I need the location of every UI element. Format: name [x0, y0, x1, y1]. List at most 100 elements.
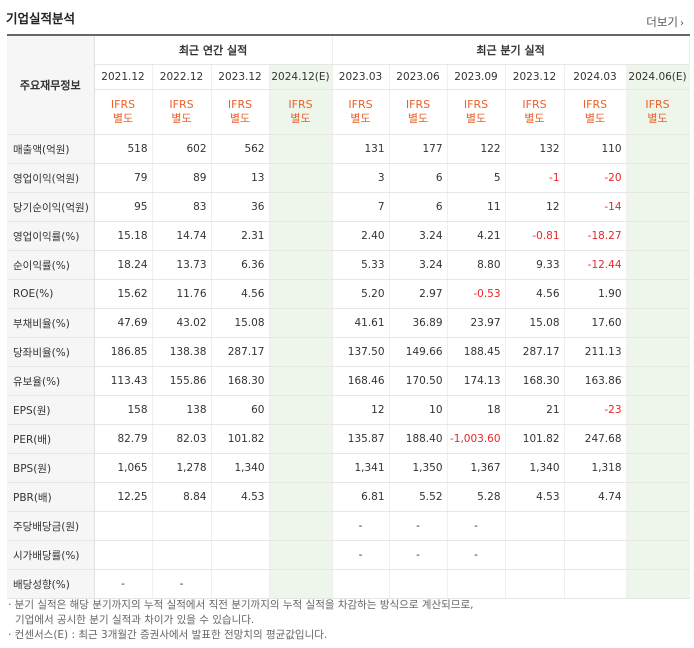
table-cell: [269, 569, 333, 599]
table-cell: 13: [211, 163, 270, 193]
table-cell: -: [447, 511, 506, 541]
basis-label: IFRS 별도: [626, 89, 690, 135]
table-cell: 15.08: [505, 308, 565, 338]
financial-table: 주요재무정보 최근 연간 실적 최근 분기 실적 2021.12 2022.12 2023…: [7, 34, 690, 599]
group-quarterly: 최근 분기 실적: [331, 34, 690, 65]
basis-ifrs: IFRS: [582, 98, 608, 111]
table-cell: [211, 540, 270, 570]
table-cell: 47.69: [94, 308, 153, 338]
table-cell: 188.40: [389, 424, 448, 454]
table-cell: [626, 163, 690, 193]
basis-ifrs: IFRS: [110, 98, 136, 111]
basis-separate: 별도: [171, 112, 192, 125]
table-row: PER(배) 82.79 82.03 101.82 135.87 188.40 -1,003…: [7, 424, 690, 454]
table-cell: 4.56: [211, 279, 270, 309]
table-cell: 186.85: [94, 337, 153, 367]
table-cell: 15.18: [94, 221, 153, 251]
table-row: 당좌비율(%) 186.85 138.38 287.17 137.50 149.66 188…: [7, 337, 690, 367]
table-row: 영업이익(억원) 79 89 13 3 6 5 -1 -20: [7, 163, 690, 193]
table-cell: 1,065: [94, 453, 153, 483]
table-cell: [626, 366, 690, 396]
row-label: BPS(원): [7, 453, 95, 483]
table-cell: -12.44: [564, 250, 627, 280]
table-row: 주당배당금(원) - - -: [7, 511, 690, 541]
table-cell: 1,367: [447, 453, 506, 483]
table-cell: [269, 163, 333, 193]
table-cell: 2.31: [211, 221, 270, 251]
table-cell: 6.36: [211, 250, 270, 280]
row-label: ROE(%): [7, 279, 95, 309]
table-cell: 13.73: [152, 250, 212, 280]
table-cell: 3.24: [389, 250, 448, 280]
row-label: 부채비율(%): [7, 308, 95, 338]
table-cell: 110: [564, 134, 627, 164]
table-cell: [626, 134, 690, 164]
basis-ifrs: IFRS: [169, 98, 194, 111]
table-cell: 36: [211, 192, 270, 222]
table-cell: 1,318: [564, 453, 627, 483]
table-cell: 8.84: [152, 482, 212, 512]
table-cell: -: [389, 540, 448, 570]
table-cell: -: [331, 511, 390, 541]
table-cell: 138.38: [152, 337, 212, 367]
row-label: 당좌비율(%): [7, 337, 95, 367]
section-title: 기업실적분석: [6, 11, 76, 26]
table-cell: 137.50: [331, 337, 390, 367]
table-cell: [211, 569, 270, 599]
table-cell: 4.53: [211, 482, 270, 512]
table-row: EPS(원) 158 138 60 12 10 18 21 -23: [7, 395, 690, 425]
table-cell: 5.28: [447, 482, 506, 512]
table-row: 부채비율(%) 47.69 43.02 15.08 41.61 36.89 23.97 15.…: [7, 308, 690, 338]
row-label: 시가배당률(%): [7, 540, 95, 570]
table-cell: 7: [331, 192, 390, 222]
table-cell: -: [389, 511, 448, 541]
table-cell: 17.60: [564, 308, 627, 338]
table-cell: 1.90: [564, 279, 627, 309]
table-cell: [269, 308, 333, 338]
table-cell: 5: [447, 163, 506, 193]
footnote-2: 기업에서 공시한 분기 실적과 차이가 있을 수 있습니다.: [15, 614, 255, 626]
table-cell: 3.24: [389, 221, 448, 251]
table-cell: [626, 192, 690, 222]
row-label: PBR(배): [7, 482, 95, 512]
basis-separate: 별도: [290, 112, 311, 125]
table-row: 영업이익률(%) 15.18 14.74 2.31 2.40 3.24 4.21 -0.81-…: [7, 221, 690, 251]
table-cell: [626, 482, 690, 512]
row-label: 배당성향(%): [7, 569, 95, 599]
basis-label: IFRS 별도: [331, 89, 390, 135]
basis-label: IFRS 별도: [564, 89, 627, 135]
table-cell: [505, 511, 565, 541]
basis-separate: 별도: [350, 112, 371, 125]
table-cell: 12: [505, 192, 565, 222]
table-cell: [564, 569, 627, 599]
table-cell: 562: [211, 134, 270, 164]
basis-ifrs: IFRS: [645, 98, 670, 111]
table-cell: 5.52: [389, 482, 448, 512]
footnote-3: · 컨센서스(E) : 최근 3개월간 증권사에서 발표한 전망치의 평균값입니…: [8, 629, 328, 641]
period-header: 2023.12: [211, 64, 270, 90]
table-cell: 89: [152, 163, 212, 193]
basis-ifrs: IFRS: [522, 98, 547, 111]
table-cell: [626, 424, 690, 454]
table-cell: -1: [505, 163, 565, 193]
table-cell: [94, 511, 153, 541]
table-cell: -18.27: [564, 221, 627, 251]
table-cell: -: [447, 540, 506, 570]
table-cell: 6: [389, 163, 448, 193]
basis-label: IFRS 별도: [505, 89, 565, 135]
table-cell: [564, 511, 627, 541]
more-link[interactable]: 더보기 ›: [646, 14, 684, 30]
more-label: 더보기: [646, 15, 678, 29]
table-row: BPS(원) 1,065 1,278 1,340 1,341 1,350 1,367 1,34…: [7, 453, 690, 483]
period-header: 2023.06: [389, 64, 448, 90]
table-cell: [626, 221, 690, 251]
table-cell: [269, 540, 333, 570]
table-cell: [269, 250, 333, 280]
table-cell: 15.62: [94, 279, 153, 309]
table-cell: [389, 569, 448, 599]
table-cell: 18: [447, 395, 506, 425]
table-cell: 4.74: [564, 482, 627, 512]
table-cell: 15.08: [211, 308, 270, 338]
table-cell: 23.97: [447, 308, 506, 338]
row-label: 당기순이익(억원): [7, 192, 95, 222]
